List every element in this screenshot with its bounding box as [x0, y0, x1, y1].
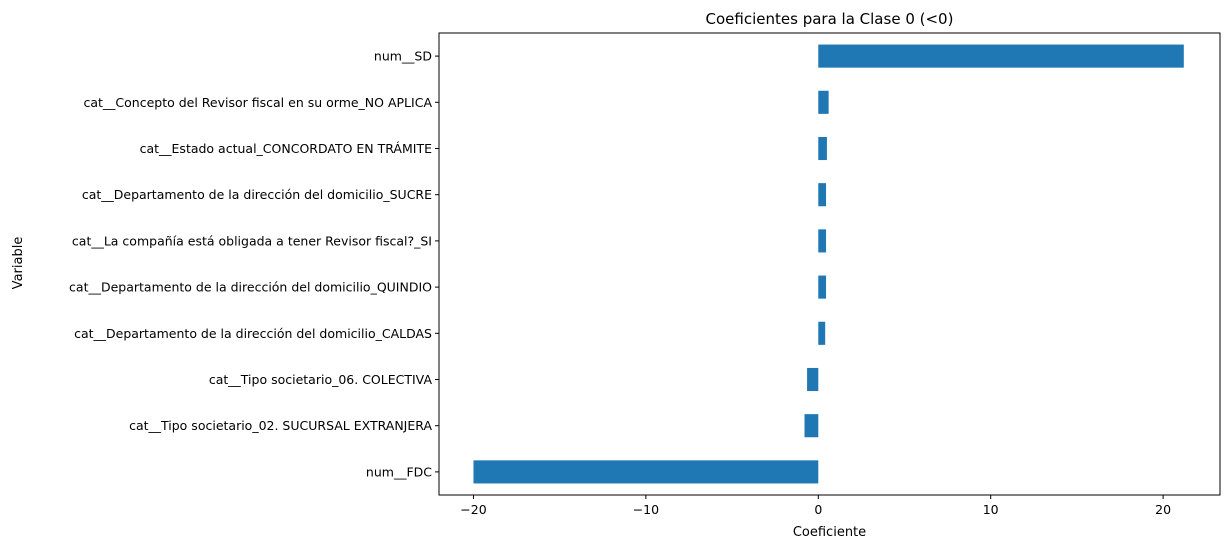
bar-0 [818, 44, 1184, 68]
x-tick-label: −10 [633, 502, 659, 517]
y-tick-label: cat__Concepto del Revisor fiscal en su o… [83, 95, 432, 110]
bar-7 [807, 367, 819, 392]
x-tick-label: 0 [814, 502, 822, 517]
y-axis-label: Variable [11, 237, 26, 290]
x-tick-label: 20 [1155, 502, 1171, 517]
bar-1 [818, 90, 829, 114]
bar-5 [818, 275, 827, 299]
y-tick-label: cat__Estado actual_CONCORDATO EN TRÁMITE [140, 141, 432, 156]
y-tick-label: cat__Departamento de la dirección del do… [74, 326, 432, 341]
chart-title: Coeficientes para la Clase 0 (<0) [706, 10, 954, 28]
axes-frame [438, 32, 1221, 496]
x-axis-label: Coeficiente [793, 525, 866, 540]
x-axis-ticks: −20 −10 0 10 20 [460, 495, 1171, 517]
y-tick-label: cat__La compañía está obligada a tener R… [72, 233, 432, 248]
bar-3 [818, 183, 827, 207]
y-tick-label: cat__Departamento de la dirección del do… [82, 187, 432, 202]
plot-frame [438, 32, 1221, 496]
bar-8 [804, 414, 819, 438]
x-tick-label: 10 [983, 502, 999, 517]
y-tick-label: cat__Tipo societario_02. SUCURSAL EXTRAN… [129, 418, 432, 433]
bar-9 [473, 460, 819, 484]
bar-4 [818, 229, 827, 253]
bar-2 [818, 136, 827, 161]
y-axis-ticks: num__SD cat__Concepto del Revisor fiscal … [69, 49, 439, 479]
y-tick-label: cat__Tipo societario_06. COLECTIVA [209, 372, 433, 387]
y-tick-label: cat__Departamento de la dirección del do… [69, 280, 432, 295]
y-tick-label: num__SD [374, 49, 432, 64]
bar-6 [818, 321, 826, 345]
y-tick-label: num__FDC [366, 464, 432, 479]
x-tick-label: −20 [460, 502, 486, 517]
bars-layer [473, 44, 1184, 484]
